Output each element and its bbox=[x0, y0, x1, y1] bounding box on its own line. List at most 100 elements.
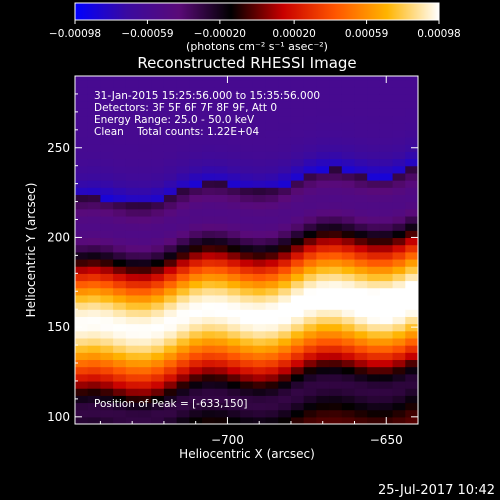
heatmap-cell bbox=[138, 373, 152, 382]
heatmap-cell bbox=[189, 251, 203, 260]
heatmap-cell bbox=[329, 345, 343, 353]
heatmap-cell bbox=[392, 251, 406, 260]
heatmap-cell bbox=[202, 223, 216, 231]
heatmap-cell bbox=[367, 237, 381, 246]
heatmap-cell bbox=[341, 388, 356, 396]
heatmap-cell bbox=[189, 165, 203, 174]
heatmap-cell bbox=[329, 244, 343, 253]
heatmap-cell bbox=[202, 194, 216, 203]
heatmap-cell bbox=[240, 136, 254, 145]
heatmap-cell bbox=[214, 352, 229, 361]
heatmap-cell bbox=[354, 323, 368, 332]
heatmap-cell bbox=[240, 223, 254, 231]
heatmap-cell bbox=[405, 194, 418, 203]
heatmap-cell bbox=[189, 151, 203, 160]
heatmap-cell bbox=[189, 409, 203, 418]
heatmap-cell bbox=[113, 302, 127, 310]
heatmap-cell bbox=[290, 323, 305, 332]
heatmap-cell bbox=[151, 86, 165, 95]
y-axis-label: Heliocentric Y (arcsec) bbox=[24, 183, 38, 318]
heatmap-cell bbox=[163, 337, 178, 346]
heatmap-cell bbox=[341, 337, 356, 346]
heatmap-cell bbox=[341, 151, 356, 160]
heatmap-cell bbox=[138, 273, 152, 282]
heatmap-cell bbox=[163, 187, 178, 195]
heatmap-cell bbox=[163, 352, 178, 361]
heatmap-cell bbox=[379, 395, 394, 404]
heatmap-cell bbox=[278, 316, 292, 325]
heatmap-cell bbox=[138, 144, 152, 152]
heatmap-cell bbox=[278, 86, 292, 95]
heatmap-cell bbox=[163, 395, 178, 404]
heatmap-cell bbox=[303, 330, 317, 339]
heatmap-cell bbox=[329, 309, 343, 317]
heatmap-cell bbox=[227, 352, 241, 361]
heatmap-cell bbox=[329, 352, 343, 361]
heatmap-cell bbox=[202, 316, 216, 325]
heatmap-cell bbox=[113, 172, 127, 181]
heatmap-cell bbox=[252, 251, 267, 260]
heatmap-cell bbox=[113, 380, 127, 389]
heatmap-cell bbox=[75, 93, 89, 102]
heatmap-cell bbox=[252, 302, 267, 310]
heatmap-cell bbox=[290, 345, 305, 353]
heatmap-cell bbox=[176, 230, 190, 239]
heatmap-cell bbox=[100, 337, 114, 346]
heatmap-cell bbox=[405, 345, 418, 353]
heatmap-cell bbox=[125, 402, 140, 411]
heatmap-cell bbox=[75, 416, 89, 424]
heatmap-cell bbox=[227, 180, 241, 188]
heatmap-cell bbox=[329, 388, 343, 396]
heatmap-cell bbox=[341, 316, 356, 325]
heatmap-cell bbox=[87, 237, 102, 246]
heatmap-cell bbox=[405, 151, 418, 160]
annotation-clean-counts: Clean Total counts: 1.22E+04 bbox=[94, 126, 259, 138]
heatmap-cell bbox=[278, 158, 292, 167]
heatmap-cell bbox=[290, 266, 305, 274]
heatmap-cell bbox=[379, 337, 394, 346]
heatmap-cell bbox=[379, 129, 394, 138]
heatmap-cell bbox=[265, 108, 279, 117]
heatmap-cell bbox=[265, 273, 279, 282]
heatmap-cell bbox=[214, 302, 229, 310]
heatmap-cell bbox=[265, 93, 279, 102]
heatmap-cell bbox=[75, 151, 89, 160]
heatmap-cell bbox=[163, 158, 178, 167]
heatmap-cell bbox=[278, 223, 292, 231]
heatmap-cell bbox=[316, 330, 330, 339]
heatmap-cell bbox=[265, 280, 279, 289]
heatmap-cell bbox=[278, 101, 292, 109]
heatmap-cell bbox=[379, 373, 394, 382]
colorbar-tick-label: 0.00020 bbox=[272, 28, 315, 40]
heatmap-cell bbox=[227, 258, 241, 267]
heatmap-cell bbox=[290, 258, 305, 267]
heatmap-cell bbox=[265, 409, 279, 418]
heatmap-cell bbox=[303, 122, 317, 131]
heatmap-cell bbox=[252, 151, 267, 160]
heatmap-cell bbox=[329, 180, 343, 188]
heatmap-cell bbox=[163, 345, 178, 353]
heatmap-cell bbox=[75, 316, 89, 325]
heatmap-cell bbox=[379, 280, 394, 289]
heatmap-cell bbox=[316, 416, 330, 424]
heatmap-cell bbox=[252, 359, 267, 368]
heatmap-cell bbox=[290, 122, 305, 131]
heatmap-cell bbox=[202, 373, 216, 382]
heatmap-cell bbox=[290, 215, 305, 224]
heatmap-cell bbox=[227, 251, 241, 260]
heatmap-cell bbox=[252, 309, 267, 317]
heatmap-cell bbox=[75, 388, 89, 396]
heatmap-cell bbox=[176, 122, 190, 131]
heatmap-cell bbox=[227, 316, 241, 325]
heatmap-cell bbox=[379, 366, 394, 375]
heatmap-cell bbox=[303, 323, 317, 332]
heatmap-cell bbox=[75, 223, 89, 231]
heatmap-cell bbox=[138, 316, 152, 325]
heatmap-cell bbox=[405, 201, 418, 210]
heatmap-cell bbox=[151, 337, 165, 346]
heatmap-cell bbox=[405, 165, 418, 174]
heatmap-cell bbox=[240, 409, 254, 418]
heatmap-cell bbox=[278, 194, 292, 203]
heatmap-cell bbox=[290, 201, 305, 210]
heatmap-cell bbox=[379, 409, 394, 418]
